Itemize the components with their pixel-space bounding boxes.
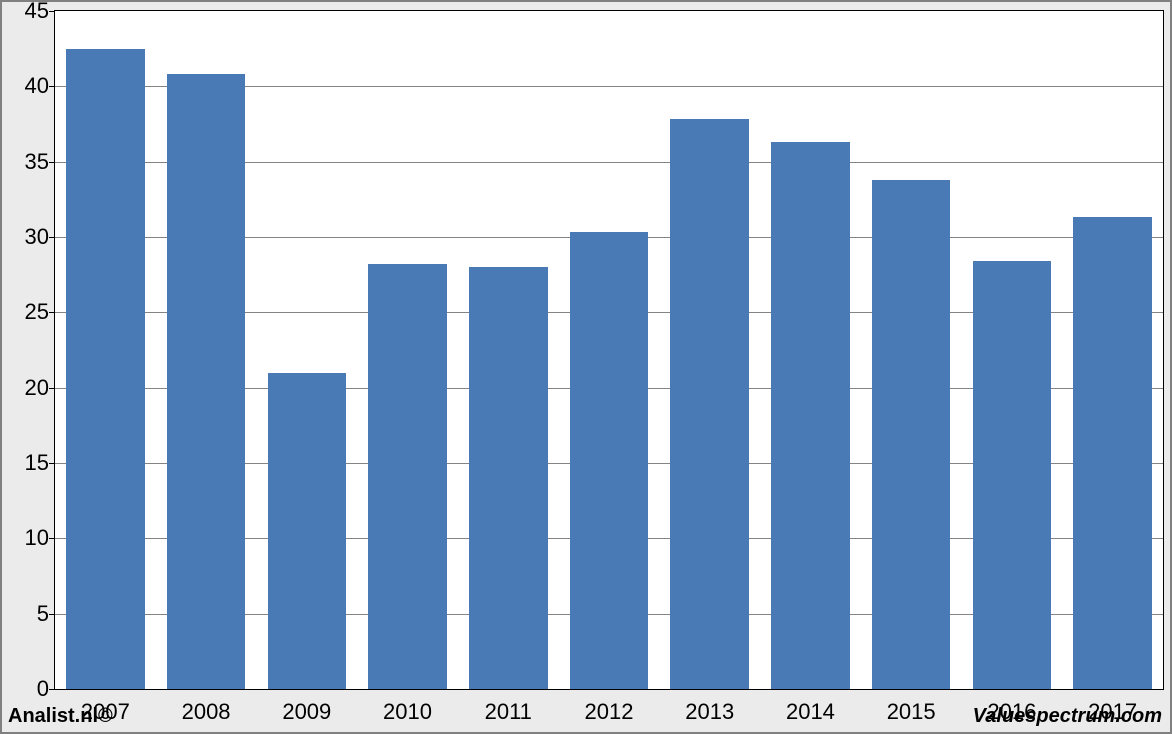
bar <box>167 74 246 689</box>
y-tick-mark <box>49 237 55 238</box>
bar <box>469 267 548 689</box>
y-tick-mark <box>49 463 55 464</box>
y-axis-tick-label: 20 <box>25 375 49 401</box>
footer-left-credit: Analist.nl© <box>8 705 113 728</box>
y-tick-mark <box>49 312 55 313</box>
y-axis-tick-label: 40 <box>25 73 49 99</box>
x-axis-tick-label: 2012 <box>585 699 634 725</box>
bar <box>771 142 850 689</box>
x-axis-tick-label: 2009 <box>282 699 331 725</box>
x-axis-tick-label: 2010 <box>383 699 432 725</box>
x-axis-tick-label: 2014 <box>786 699 835 725</box>
y-tick-mark <box>49 11 55 12</box>
y-axis-tick-label: 25 <box>25 299 49 325</box>
y-axis-tick-label: 30 <box>25 224 49 250</box>
y-tick-mark <box>49 689 55 690</box>
y-tick-mark <box>49 162 55 163</box>
bar <box>973 261 1052 689</box>
bar <box>570 232 649 689</box>
y-tick-mark <box>49 614 55 615</box>
plot-inner: 0510152025303540452007200820092010201120… <box>55 11 1163 689</box>
chart-container: 0510152025303540452007200820092010201120… <box>0 0 1172 734</box>
y-tick-mark <box>49 538 55 539</box>
y-tick-mark <box>49 388 55 389</box>
y-axis-tick-label: 0 <box>37 676 49 702</box>
bar <box>872 180 951 689</box>
y-axis-tick-label: 15 <box>25 450 49 476</box>
footer-right-credit: Valuespectrum.com <box>973 705 1162 728</box>
y-axis-tick-label: 10 <box>25 525 49 551</box>
bar <box>66 49 145 689</box>
x-axis-tick-label: 2015 <box>887 699 936 725</box>
y-axis-tick-label: 5 <box>37 601 49 627</box>
bar <box>1073 217 1152 689</box>
x-axis-tick-label: 2008 <box>182 699 231 725</box>
y-tick-mark <box>49 86 55 87</box>
y-axis-tick-label: 45 <box>25 0 49 24</box>
x-axis-tick-label: 2013 <box>685 699 734 725</box>
y-axis-tick-label: 35 <box>25 149 49 175</box>
x-axis-tick-label: 2011 <box>485 699 532 725</box>
bar <box>268 373 347 689</box>
bar <box>368 264 447 689</box>
bar <box>670 119 749 689</box>
plot-area: 0510152025303540452007200820092010201120… <box>54 10 1164 690</box>
